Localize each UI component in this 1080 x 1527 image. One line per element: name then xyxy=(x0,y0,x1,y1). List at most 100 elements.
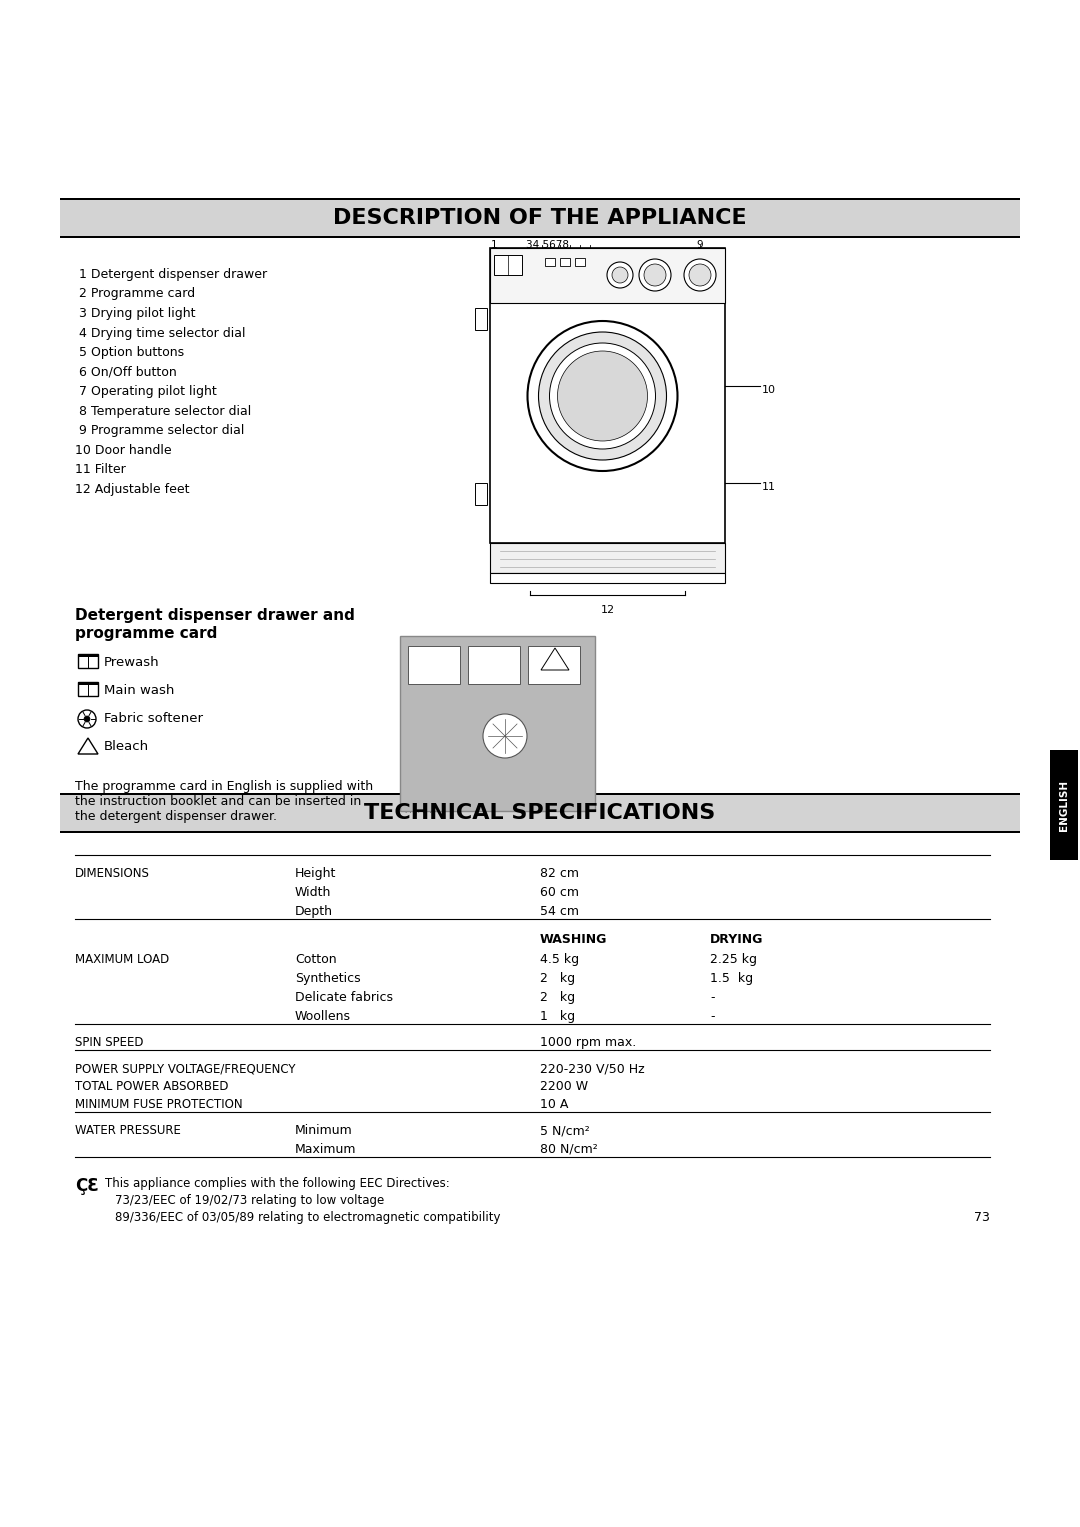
Text: 10 A: 10 A xyxy=(540,1098,568,1112)
Text: 2   kg: 2 kg xyxy=(540,991,576,1003)
Text: 2: 2 xyxy=(522,310,528,321)
Text: III: III xyxy=(411,652,420,661)
Bar xyxy=(78,654,98,667)
Polygon shape xyxy=(78,738,98,754)
Text: Prewash: Prewash xyxy=(104,657,160,669)
Text: !: ! xyxy=(85,739,91,750)
Text: 4.5 kg: 4.5 kg xyxy=(540,953,579,967)
Text: POWER SUPPLY VOLTAGE/FREQUENCY: POWER SUPPLY VOLTAGE/FREQUENCY xyxy=(75,1061,296,1075)
Text: The programme card in English is supplied with
the instruction booklet and can b: The programme card in English is supplie… xyxy=(75,780,373,823)
Circle shape xyxy=(550,344,656,449)
Text: Synthetics: Synthetics xyxy=(295,973,361,985)
Bar xyxy=(490,247,725,544)
Text: 220-230 V/50 Hz: 220-230 V/50 Hz xyxy=(540,1061,645,1075)
Text: TECHNICAL SPECIFICATIONS: TECHNICAL SPECIFICATIONS xyxy=(364,803,716,823)
Bar xyxy=(575,258,585,266)
Text: MAXIMUM LOAD: MAXIMUM LOAD xyxy=(75,953,170,967)
Text: 5 Option buttons: 5 Option buttons xyxy=(75,347,184,359)
Text: !: ! xyxy=(553,654,556,663)
Circle shape xyxy=(557,351,648,441)
Text: 4 Drying time selector dial: 4 Drying time selector dial xyxy=(75,327,245,339)
Bar xyxy=(60,235,1020,238)
Text: 8 Temperature selector dial: 8 Temperature selector dial xyxy=(75,405,252,417)
Bar xyxy=(561,258,570,266)
Text: 34 5678: 34 5678 xyxy=(527,240,569,250)
Text: 73: 73 xyxy=(974,1211,990,1225)
Text: DIMENSIONS: DIMENSIONS xyxy=(75,867,150,880)
Circle shape xyxy=(612,267,627,282)
Text: II: II xyxy=(472,652,477,661)
Text: 2.25 kg: 2.25 kg xyxy=(710,953,757,967)
Bar xyxy=(78,654,98,657)
Text: This appliance complies with the following EEC Directives:: This appliance complies with the followi… xyxy=(105,1177,449,1190)
Text: ÇƐ: ÇƐ xyxy=(75,1177,99,1196)
Text: MINIMUM FUSE PROTECTION: MINIMUM FUSE PROTECTION xyxy=(75,1098,243,1112)
Text: 2200 W: 2200 W xyxy=(540,1080,589,1093)
Bar xyxy=(60,197,1020,200)
Text: 60 cm: 60 cm xyxy=(540,886,579,899)
Text: programme card: programme card xyxy=(75,626,217,641)
Text: 5 N/cm²: 5 N/cm² xyxy=(540,1124,590,1138)
Circle shape xyxy=(78,710,96,728)
Text: 12 Adjustable feet: 12 Adjustable feet xyxy=(75,483,189,495)
Text: 1000 rpm max.: 1000 rpm max. xyxy=(540,1035,636,1049)
Text: 80 N/cm²: 80 N/cm² xyxy=(540,1144,597,1156)
Text: FIG. 34: FIG. 34 xyxy=(405,806,432,815)
Text: Delicate fabrics: Delicate fabrics xyxy=(295,991,393,1003)
Text: 1 Detergent dispenser drawer: 1 Detergent dispenser drawer xyxy=(75,269,267,281)
Text: 1.5  kg: 1.5 kg xyxy=(710,973,753,985)
Text: 10: 10 xyxy=(762,385,777,395)
Bar xyxy=(490,247,725,302)
Bar xyxy=(60,793,1020,796)
Text: 73/23/EEC of 19/02/73 relating to low voltage: 73/23/EEC of 19/02/73 relating to low vo… xyxy=(114,1194,384,1206)
Text: 11 Filter: 11 Filter xyxy=(75,463,125,476)
Polygon shape xyxy=(541,647,569,670)
Bar xyxy=(490,573,725,583)
Text: Detergent dispenser drawer and: Detergent dispenser drawer and xyxy=(75,608,355,623)
Circle shape xyxy=(84,716,90,722)
Bar xyxy=(78,683,98,686)
Text: 10 Door handle: 10 Door handle xyxy=(75,443,172,457)
Text: Maximum: Maximum xyxy=(295,1144,356,1156)
Text: SPIN SPEED: SPIN SPEED xyxy=(75,1035,144,1049)
Text: Bleach: Bleach xyxy=(104,741,149,753)
Circle shape xyxy=(689,264,711,286)
Text: TOTAL POWER ABSORBED: TOTAL POWER ABSORBED xyxy=(75,1080,229,1093)
Bar xyxy=(60,199,1020,238)
Bar xyxy=(528,646,580,684)
Bar xyxy=(494,255,522,275)
Bar xyxy=(475,483,487,505)
Text: Fabric softener: Fabric softener xyxy=(104,712,203,725)
Bar xyxy=(408,646,460,684)
Circle shape xyxy=(483,715,527,757)
Text: 82 cm: 82 cm xyxy=(540,867,579,880)
Text: 2 Programme card: 2 Programme card xyxy=(75,287,195,301)
Circle shape xyxy=(639,260,671,292)
Text: ENGLISH: ENGLISH xyxy=(1059,779,1069,831)
Circle shape xyxy=(607,263,633,289)
Bar xyxy=(475,308,487,330)
Text: 9: 9 xyxy=(697,240,703,250)
Text: 11: 11 xyxy=(762,483,777,492)
Circle shape xyxy=(644,264,666,286)
Circle shape xyxy=(527,321,677,470)
Text: 9 Programme selector dial: 9 Programme selector dial xyxy=(75,425,244,437)
Text: 1   kg: 1 kg xyxy=(540,1009,576,1023)
Text: Woollens: Woollens xyxy=(295,1009,351,1023)
Text: 12: 12 xyxy=(600,605,615,615)
Bar xyxy=(78,683,98,696)
Text: 89/336/EEC of 03/05/89 relating to electromagnetic compatibility: 89/336/EEC of 03/05/89 relating to elect… xyxy=(114,1211,500,1225)
Text: Minimum: Minimum xyxy=(295,1124,353,1138)
Text: DESCRIPTION OF THE APPLIANCE: DESCRIPTION OF THE APPLIANCE xyxy=(334,208,746,228)
Text: Depth: Depth xyxy=(295,906,333,918)
Text: 7 Operating pilot light: 7 Operating pilot light xyxy=(75,385,217,399)
Bar xyxy=(468,646,519,684)
Bar xyxy=(545,258,555,266)
Bar xyxy=(400,637,595,811)
Text: 2   kg: 2 kg xyxy=(540,973,576,985)
Bar xyxy=(490,544,725,573)
Text: Width: Width xyxy=(295,886,332,899)
Text: 3 Drying pilot light: 3 Drying pilot light xyxy=(75,307,195,321)
Text: WATER PRESSURE: WATER PRESSURE xyxy=(75,1124,180,1138)
Text: -: - xyxy=(710,991,715,1003)
